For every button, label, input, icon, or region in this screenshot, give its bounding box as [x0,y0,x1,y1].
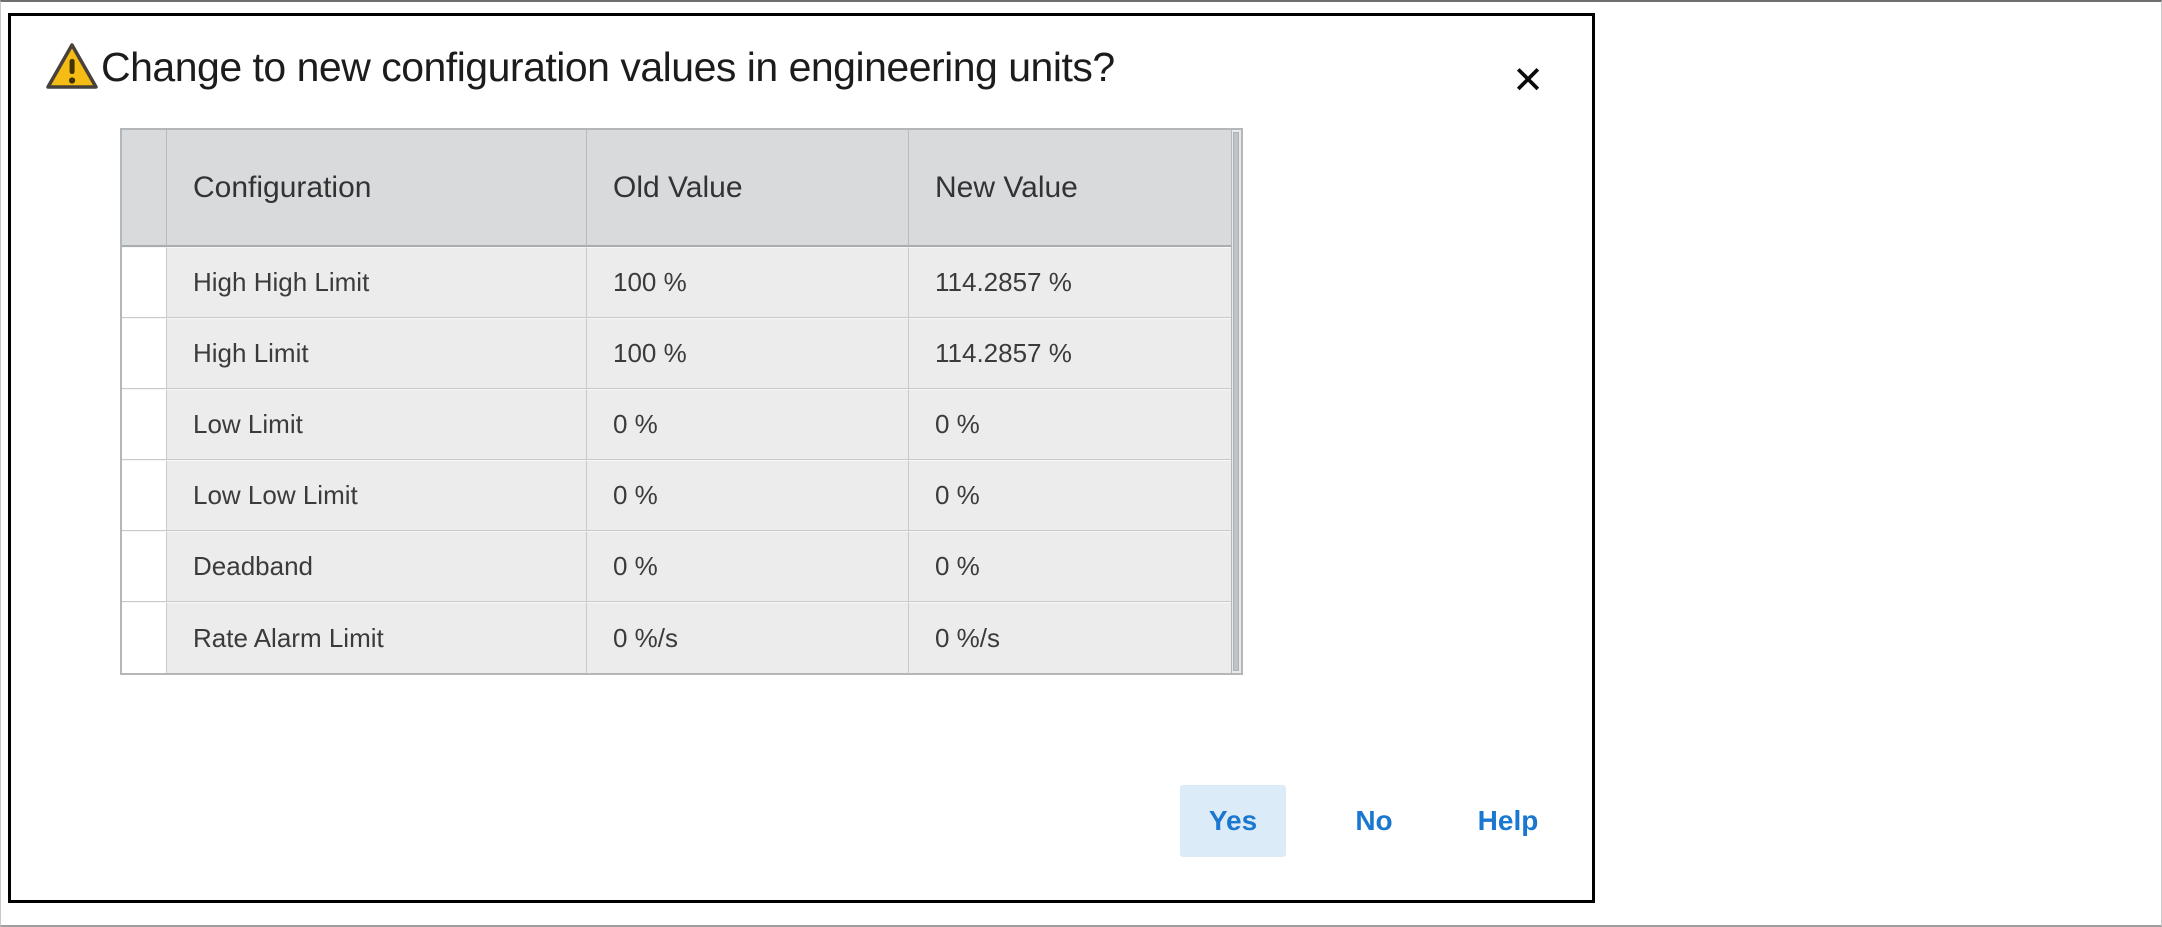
config-change-table: Configuration Old Value New Value High H… [120,128,1243,675]
old-value-cell: 0 % [587,389,909,460]
new-value-cell: 114.2857 % [909,318,1231,389]
configuration-cell: Deadband [167,531,587,602]
configuration-cell: Low Limit [167,389,587,460]
row-selector[interactable] [122,460,167,531]
dialog-header: Change to new configuration values in en… [45,32,1115,102]
old-value-cell: 100 % [587,318,909,389]
configuration-cell: Low Low Limit [167,460,587,531]
row-selector-header [122,130,167,247]
row-selector[interactable] [122,247,167,318]
close-icon[interactable]: ✕ [1504,56,1552,104]
table-row[interactable]: High High Limit 100 % 114.2857 % [122,247,1231,318]
col-header-new-value: New Value [909,130,1231,247]
row-selector[interactable] [122,602,167,673]
confirmation-dialog: Change to new configuration values in en… [8,13,1595,903]
table-scrollbar[interactable] [1231,130,1241,673]
new-value-cell: 114.2857 % [909,247,1231,318]
no-button[interactable]: No [1328,785,1420,857]
new-value-cell: 0 % [909,389,1231,460]
scrollbar-thumb[interactable] [1233,132,1239,671]
old-value-cell: 0 % [587,531,909,602]
table-header-row: Configuration Old Value New Value [122,130,1231,247]
table-row[interactable]: Low Low Limit 0 % 0 % [122,460,1231,531]
dialog-button-bar: Yes No Help [1180,785,1560,857]
row-selector[interactable] [122,531,167,602]
old-value-cell: 100 % [587,247,909,318]
table-row[interactable]: Rate Alarm Limit 0 %/s 0 %/s [122,602,1231,673]
dialog-title: Change to new configuration values in en… [101,43,1115,90]
old-value-cell: 0 % [587,460,909,531]
table-row[interactable]: Deadband 0 % 0 % [122,531,1231,602]
new-value-cell: 0 % [909,531,1231,602]
configuration-cell: High Limit [167,318,587,389]
yes-button[interactable]: Yes [1180,785,1286,857]
help-button[interactable]: Help [1456,785,1560,857]
configuration-cell: Rate Alarm Limit [167,602,587,673]
col-header-old-value: Old Value [587,130,909,247]
table-row[interactable]: Low Limit 0 % 0 % [122,389,1231,460]
row-selector[interactable] [122,318,167,389]
new-value-cell: 0 % [909,460,1231,531]
new-value-cell: 0 %/s [909,602,1231,673]
table-row[interactable]: High Limit 100 % 114.2857 % [122,318,1231,389]
warning-icon [45,40,99,94]
old-value-cell: 0 %/s [587,602,909,673]
col-header-configuration: Configuration [167,130,587,247]
row-selector[interactable] [122,389,167,460]
configuration-cell: High High Limit [167,247,587,318]
